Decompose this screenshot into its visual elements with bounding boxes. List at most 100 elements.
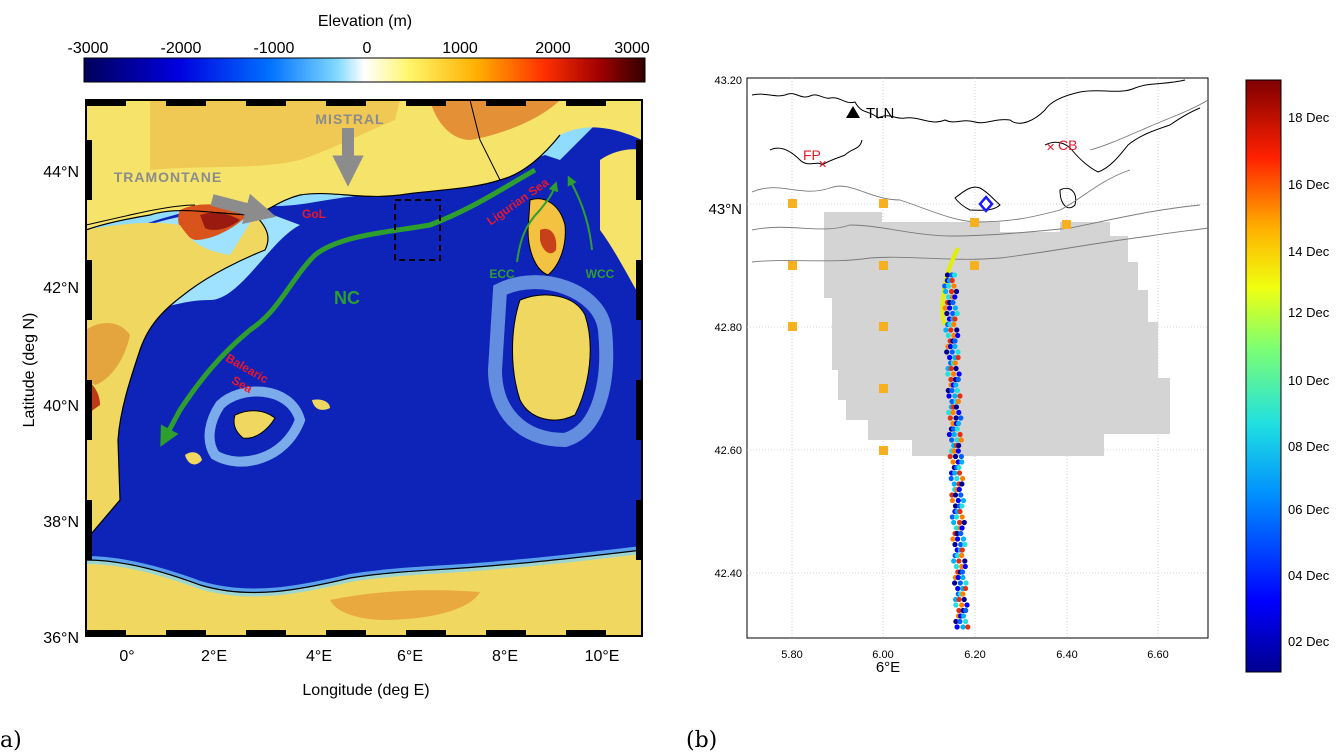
- drifter-position: [959, 602, 965, 608]
- drifter-position: [956, 486, 962, 493]
- drifter-position: [955, 398, 962, 405]
- drifter-position: [954, 530, 960, 537]
- drifter-position: [956, 607, 962, 614]
- drifter-position: [949, 514, 955, 520]
- cb-label: CB: [1058, 137, 1077, 153]
- drifter-position: [960, 536, 967, 542]
- drifter-position: [948, 365, 954, 372]
- x-tick: 6°E: [397, 648, 423, 665]
- drifter-position: [960, 475, 966, 482]
- drifter-position: [950, 310, 956, 317]
- drifter-position: [950, 409, 956, 416]
- drifter-position: [958, 437, 964, 443]
- wcc-arrow: [567, 175, 593, 251]
- drifter-position: [951, 426, 957, 432]
- drifter-position: [951, 283, 957, 289]
- drifter-position: [945, 283, 952, 289]
- tln-label: TLN: [866, 105, 894, 122]
- x-tick: 6.60: [1147, 649, 1168, 661]
- drifter-position: [951, 519, 957, 526]
- drifter-trajectory: [942, 272, 971, 630]
- ecc-label: ECC: [489, 267, 515, 281]
- colorbar-tick: 08 Dec: [1288, 439, 1330, 454]
- y-tick: 42.40: [714, 568, 742, 580]
- drifter-position: [958, 492, 964, 498]
- drifter-position: [957, 580, 963, 586]
- model-domain: [824, 212, 1170, 456]
- drifter-position: [958, 415, 964, 421]
- elevation-colorbar: [83, 57, 646, 83]
- nc-label: NC: [334, 288, 360, 308]
- x-tick: 2°E: [201, 648, 227, 665]
- drifter-position: [954, 475, 960, 482]
- drifter-position: [960, 613, 967, 619]
- drifter-position: [959, 514, 965, 520]
- x-tick: 6.20: [964, 649, 985, 661]
- drifter-position: [957, 618, 963, 625]
- drifter-position: [953, 365, 959, 372]
- drifter-position: [952, 316, 958, 322]
- y-tick: 42.80: [714, 322, 742, 334]
- drifter-position: [957, 508, 963, 515]
- drifter-position: [959, 547, 965, 553]
- colorbar-tick: -2000: [161, 40, 202, 57]
- island-sardinia: [512, 295, 591, 420]
- drifter-position: [962, 541, 968, 548]
- northern-current-arrow: [160, 167, 537, 447]
- x-tick: 10°E: [585, 648, 620, 665]
- drifter-position: [953, 618, 959, 625]
- drifter-position: [959, 552, 965, 559]
- drifter-position: [947, 415, 953, 421]
- drifter-position: [952, 470, 958, 476]
- drifter-position: [959, 525, 965, 531]
- colorbar-tick: 04 Dec: [1288, 568, 1330, 583]
- colorbar-tick: 1000: [442, 40, 478, 57]
- x-tick: 6.40: [1056, 649, 1077, 661]
- colorbar-tick: 14 Dec: [1288, 244, 1330, 259]
- colorbar-b-ticks: 18 Dec 16 Dec 14 Dec 12 Dec 10 Dec 08 De…: [1288, 110, 1330, 649]
- drifter-position: [946, 431, 953, 438]
- stations: TLN FP CB ✕ ✕: [803, 105, 1077, 213]
- drifter-position: [960, 574, 966, 581]
- drifter-position: [955, 497, 961, 504]
- y-tick: 44°N: [43, 164, 79, 181]
- drifter-position: [950, 371, 957, 377]
- drifter-position: [944, 272, 951, 278]
- drifter-position: [959, 459, 965, 465]
- drifter-position: [955, 354, 961, 361]
- drifter-position: [956, 596, 962, 603]
- x-tick: 5.80: [781, 649, 802, 661]
- drifter-position: [949, 398, 955, 405]
- land-iberia: [86, 215, 268, 540]
- y-tick: 38°N: [43, 514, 79, 531]
- drifter-position: [957, 431, 963, 438]
- drifter-position: [947, 354, 953, 361]
- drifter-position: [962, 585, 969, 592]
- x-axis-major-label: 6°E: [876, 659, 900, 676]
- drifter-position: [951, 321, 957, 328]
- drifter-position: [953, 415, 959, 421]
- drifter-position: [956, 558, 962, 564]
- drifter-position: [962, 558, 968, 564]
- drifter-position: [952, 272, 958, 278]
- drifter-position: [946, 393, 952, 399]
- drifter-position: [944, 349, 950, 355]
- x-tick: 0°: [119, 648, 134, 665]
- colorbar-tick: 10 Dec: [1288, 373, 1330, 388]
- drifter-position: [947, 305, 953, 311]
- colorbar-tick: 18 Dec: [1288, 110, 1330, 125]
- isobaths-b: [751, 99, 1209, 263]
- axis-b: 5.80 6.00 6.20 6.40 6.60 43.20 43°N 42.8…: [708, 75, 1168, 676]
- drifter-position: [955, 585, 961, 592]
- drifter-position: [963, 580, 969, 586]
- drifter-position: [953, 525, 960, 531]
- drifter-position: [943, 327, 949, 333]
- fp-label: FP: [803, 147, 821, 163]
- drifter-position: [954, 327, 960, 333]
- drifter-position: [952, 338, 958, 344]
- colorbar-tick: 16 Dec: [1288, 177, 1330, 192]
- drifter-position: [960, 591, 966, 597]
- drifter-position: [952, 580, 958, 586]
- drifter-position: [959, 503, 965, 509]
- drifter-position: [957, 393, 963, 399]
